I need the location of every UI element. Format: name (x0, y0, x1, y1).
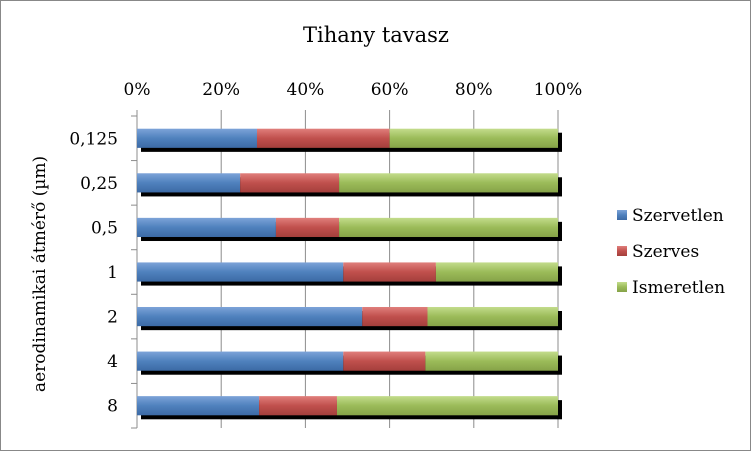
x-tick-label: 80% (455, 80, 493, 100)
y-tick-label: 8 (107, 397, 118, 417)
bar-szerves (343, 351, 426, 371)
bar-szervetlen (137, 396, 260, 416)
bar-ismeretlen (427, 306, 558, 327)
bar-szervetlen (137, 128, 257, 148)
x-tick-label: 40% (287, 80, 325, 100)
x-tick-label: 20% (202, 80, 240, 100)
y-axis-label: aerodinamikai átmérő (µm) (30, 156, 50, 392)
bar-szervetlen (137, 173, 241, 193)
bar-ismeretlen (389, 128, 558, 148)
bar-szervetlen (137, 262, 344, 282)
x-tick-label: 100% (534, 80, 583, 100)
bar-ismeretlen (336, 396, 558, 416)
y-tick-label: 4 (107, 352, 118, 372)
bar-szervetlen (137, 306, 363, 327)
bars (137, 128, 562, 420)
bar-szervetlen (137, 217, 276, 238)
legend-swatch (617, 246, 627, 256)
legend-swatch (617, 282, 627, 292)
bar-szerves (256, 128, 390, 148)
bar-szerves (343, 262, 436, 282)
y-tick-label: 1 (107, 263, 118, 283)
bar-ismeretlen (425, 351, 558, 371)
legend: Szervetlen Szerves Ismeretlen (617, 206, 725, 298)
legend-label: Ismeretlen (632, 278, 725, 298)
x-tick-label: 0% (124, 80, 151, 100)
y-tick-labels: 0,125 0,25 0,5 1 2 4 8 (69, 129, 118, 416)
bar-szerves (240, 173, 340, 193)
legend-swatch (617, 210, 627, 220)
bar-ismeretlen (435, 262, 558, 282)
x-tick-labels: 0% 20% 40% 60% 80% 100% (124, 80, 583, 100)
bar-ismeretlen (339, 217, 558, 238)
bar-ismeretlen (339, 173, 558, 193)
legend-label: Szervetlen (632, 206, 724, 226)
y-tick-label: 0,5 (91, 218, 118, 238)
x-tick-label: 60% (371, 80, 409, 100)
legend-label: Szerves (632, 242, 699, 262)
y-tick-label: 2 (107, 308, 118, 328)
y-tick-label: 0,125 (69, 129, 118, 149)
bar-szerves (275, 217, 340, 238)
bar-szerves (259, 396, 337, 416)
bar-szervetlen (137, 351, 344, 371)
y-tick-label: 0,25 (80, 174, 118, 194)
chart-title: Tihany tavasz (303, 23, 449, 47)
bar-szerves (362, 306, 428, 327)
